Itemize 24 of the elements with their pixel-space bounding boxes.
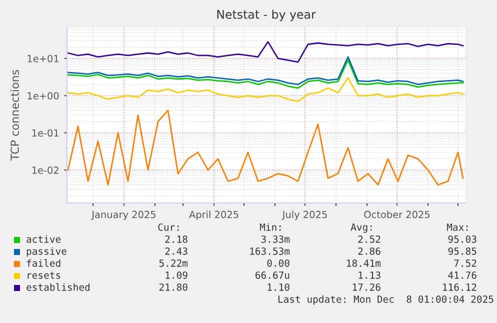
y-tick-label: 1e+00 — [28, 92, 59, 100]
text: 2.43 163.53m 2.86 95.85 — [165, 247, 476, 255]
y-axis-title: TCP connections — [10, 70, 19, 161]
x-tick-label: July 2025 — [282, 210, 327, 220]
y-tick-label: 1e-02 — [32, 166, 58, 174]
y-tick-label: 1e-01 — [32, 129, 58, 137]
legend-label: active — [26, 235, 61, 243]
text: Cur: Min: Avg: Max: — [158, 223, 468, 233]
text: Last update: Mon Dec 8 01:00:04 2025 — [278, 295, 494, 305]
legend-label: passive — [26, 247, 66, 257]
legend-label: resets — [28, 272, 60, 279]
text: 21.80 1.10 17.26 116.12 — [159, 283, 476, 291]
text: 2.18 3.33m 2.52 95.03 — [165, 235, 476, 243]
legend-label: failed — [26, 259, 60, 267]
x-tick-label: January 2025 — [91, 210, 156, 220]
line-series — [67, 77, 464, 102]
chart-title: Netstat - by year — [217, 10, 316, 22]
text: 1.09 66.67u 1.13 41.76 — [166, 271, 476, 279]
y-tick-label: 1e+01 — [28, 54, 58, 62]
line-series — [67, 110, 464, 186]
legend-label: established — [26, 283, 90, 291]
text: 5.22m 0.00 18.41m 7.52 — [159, 259, 476, 267]
x-tick-label: April 2025 — [189, 210, 238, 220]
x-tick-label: October 2025 — [364, 210, 430, 218]
